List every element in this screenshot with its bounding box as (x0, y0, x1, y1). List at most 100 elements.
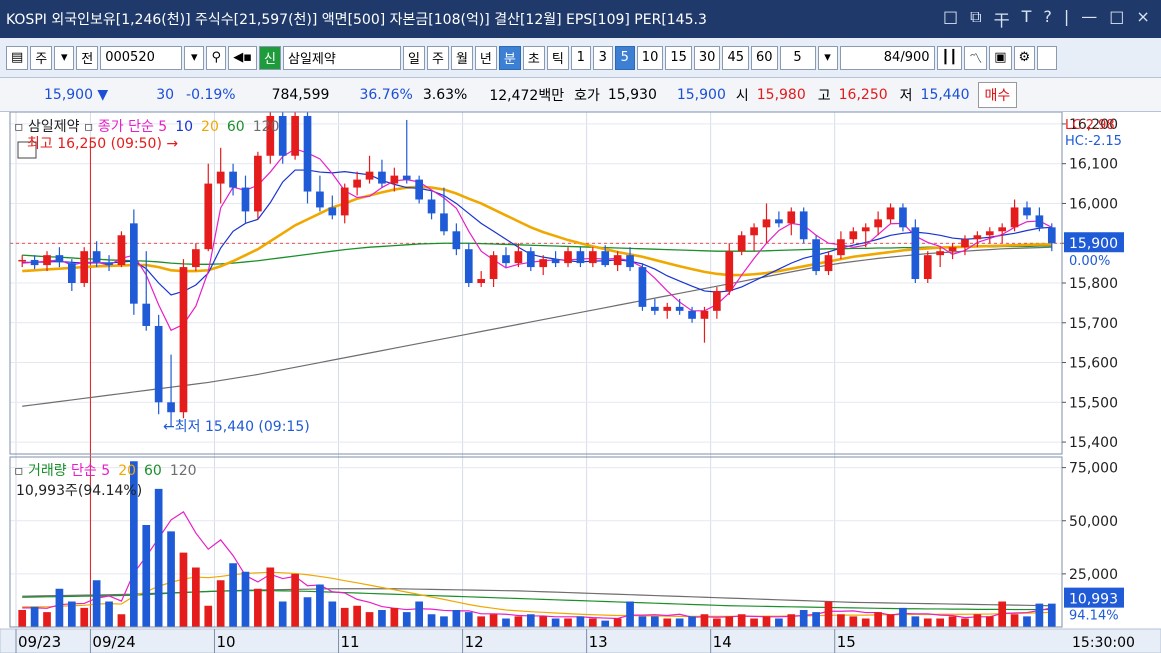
chevron-down-icon[interactable]: ▾ (817, 45, 838, 70)
volume-bar (117, 614, 126, 627)
interval-30[interactable]: 30 (693, 45, 721, 70)
help-icon[interactable]: ? (1043, 7, 1052, 26)
volume-bar (216, 580, 225, 627)
ma120-line (22, 246, 1052, 407)
period-tab-week[interactable]: 주 (426, 45, 449, 70)
legend-ma-10: 10 (175, 119, 193, 135)
volume-bar (229, 563, 237, 627)
volume-bar (1035, 603, 1044, 627)
volume-bar (750, 618, 758, 627)
search-icon[interactable]: ⚲ (206, 45, 227, 70)
candle-body (241, 187, 250, 212)
interval-60[interactable]: 60 (750, 45, 778, 70)
interval-15[interactable]: 15 (665, 45, 692, 70)
layout-icon[interactable]: ▤ (6, 45, 29, 70)
candle-body (526, 251, 535, 268)
candle-icon[interactable]: ┃┃ (936, 45, 963, 70)
last-price-box (1064, 232, 1124, 253)
candle-body (1010, 207, 1019, 228)
interval-3[interactable]: 3 (592, 45, 613, 70)
buy-button[interactable]: 매수 (977, 81, 1018, 108)
interval-45[interactable]: 45 (722, 45, 749, 70)
volume-bar (55, 588, 64, 627)
candle-body (129, 223, 138, 304)
count-input[interactable]: 84/900 (839, 45, 935, 70)
volume-y-tick-label: 50,000 (1069, 514, 1118, 530)
chevron-down-icon[interactable]: ▾ (54, 45, 75, 70)
candle-body (179, 267, 188, 413)
volume-bar (502, 618, 510, 627)
volume-bar (427, 614, 436, 627)
interval-1[interactable]: 1 (570, 45, 591, 70)
volume-bar (18, 610, 27, 627)
volume-bar (787, 614, 796, 627)
period-tab-year[interactable]: 년 (474, 45, 497, 70)
volume-legend: ▫ 거래량 단순 5 20 60 120 (14, 463, 197, 479)
candle-body (613, 255, 622, 266)
volume-bar (638, 616, 647, 627)
volume-bar (650, 616, 659, 627)
volume-bar (700, 614, 709, 627)
volume-bar (601, 620, 610, 627)
candle-body (80, 251, 89, 283)
candle-body (750, 227, 758, 236)
candle-body (105, 262, 113, 266)
last-price-label: 15,900 (1069, 236, 1118, 252)
volume-bar (837, 614, 845, 627)
x-tick-label: 15 (837, 633, 856, 651)
chevron-down-icon[interactable]: ▾ (184, 45, 205, 70)
volume-bar (675, 618, 684, 627)
period-tab-day[interactable]: 일 (403, 45, 425, 70)
sound-icon[interactable]: ◀▪ (228, 45, 258, 70)
volume-bar (849, 616, 858, 627)
volume-bars (18, 461, 1056, 627)
volume-bar (973, 614, 982, 627)
volume-bar (861, 618, 870, 627)
candle-body (30, 259, 39, 266)
font-icon[interactable]: T (1021, 7, 1032, 26)
high-price: 16,250 (838, 86, 888, 103)
tile-icon[interactable]: ⧉ (970, 7, 982, 26)
stock-name[interactable]: 삼일제약 (283, 45, 402, 70)
legend-part: 종가 단순 (98, 119, 158, 135)
pin-icon[interactable]: 干 (993, 11, 1010, 30)
period-tab-second[interactable]: 초 (522, 45, 545, 70)
volume-bar (142, 525, 151, 627)
minimize-icon[interactable]: — (1081, 7, 1098, 26)
volume-bar (539, 616, 548, 627)
time-label: 15:30:00 (1072, 635, 1135, 651)
period-tab-minute[interactable]: 분 (498, 45, 521, 70)
save-icon[interactable]: ▣ (989, 45, 1012, 70)
stock-code-input[interactable]: 000520 (100, 45, 183, 70)
close-icon[interactable]: × (1136, 7, 1150, 26)
maximize-icon[interactable]: □ (1109, 7, 1125, 26)
interval-5[interactable]: 5 (614, 45, 635, 70)
indicator-icon[interactable]: 〽 (964, 45, 988, 70)
candle-body (675, 306, 684, 311)
title-bar: KOSPI 외국인보유[1,246(천)] 주식수[21,597(천)] 액면[… (0, 0, 1161, 38)
period-tab-month[interactable]: 월 (450, 45, 473, 70)
y-tick-label: 15,700 (1069, 316, 1118, 332)
interval-select[interactable]: 5 (779, 45, 816, 70)
candle-body (626, 255, 634, 268)
mode-select-2[interactable]: 전 (76, 45, 99, 70)
volume-bar (241, 571, 250, 627)
candle-body (948, 247, 957, 252)
gear-icon[interactable]: ⚙ (1013, 45, 1036, 70)
ma5-line (22, 148, 1053, 332)
hc-label: HC:-2.15 (1065, 134, 1122, 149)
y-tick-label: 15,500 (1069, 395, 1118, 411)
low-label: 저 (899, 87, 913, 104)
restore-icon[interactable]: □ (943, 7, 959, 26)
last-volume-box (1064, 587, 1124, 608)
candle-body (998, 227, 1007, 232)
candle-body (663, 306, 672, 311)
checkbox[interactable] (1037, 45, 1058, 70)
legend-ma-5: 5 (158, 119, 167, 135)
candle-body (291, 115, 299, 156)
interval-10[interactable]: 10 (636, 45, 664, 70)
mode-select-1[interactable]: 주 (30, 45, 53, 70)
candle-body (713, 290, 721, 311)
volume-bar (415, 601, 424, 627)
period-tab-tick[interactable]: 틱 (546, 45, 569, 70)
